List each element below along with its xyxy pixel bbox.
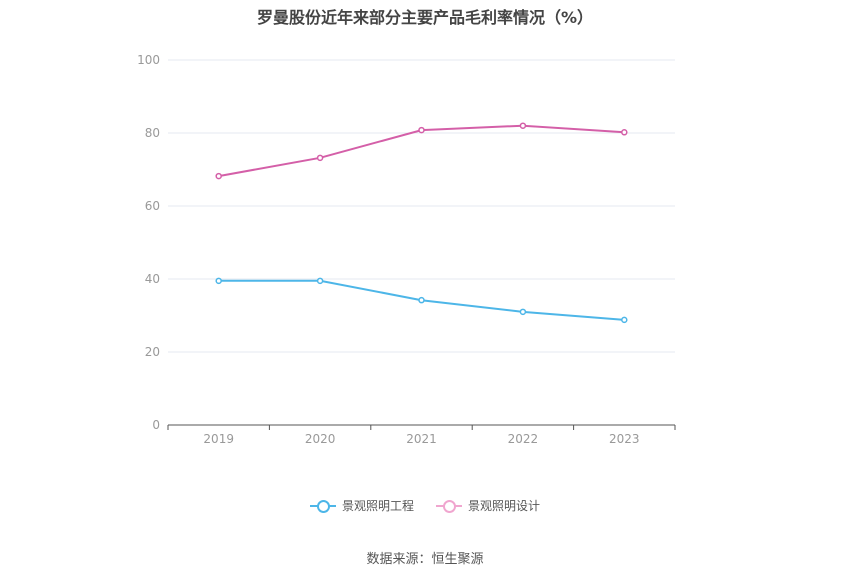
x-tick-label: 2019 — [203, 432, 234, 446]
x-axis: 2019 2020 2021 2022 2023 — [167, 424, 676, 446]
x-tick-label: 2022 — [508, 432, 539, 446]
legend-item-series-1[interactable]: 景观照明工程 — [309, 497, 414, 514]
data-point — [621, 129, 628, 136]
y-tick-label: 60 — [145, 199, 160, 213]
data-point — [215, 277, 222, 285]
data-point — [316, 154, 324, 162]
legend-label: 景观照明工程 — [341, 499, 414, 513]
data-source: 数据来源：恒生聚源 — [366, 552, 484, 567]
y-tick-label: 20 — [145, 345, 160, 359]
data-point — [215, 172, 222, 180]
data-point — [418, 296, 425, 304]
data-point — [621, 316, 628, 324]
x-tick-label: 2023 — [609, 432, 640, 446]
legend-marker-icon — [436, 499, 462, 513]
data-point — [519, 122, 527, 129]
legend: 景观照明工程 景观照明设计 — [0, 497, 850, 514]
legend-label: 景观照明设计 — [468, 499, 541, 513]
y-tick-label: 80 — [145, 126, 160, 140]
y-tick-label: 40 — [145, 272, 160, 286]
data-point — [418, 126, 425, 134]
data-point — [519, 308, 527, 316]
chart-title: 罗曼股份近年来部分主要产品毛利率情况（%） — [256, 8, 594, 27]
y-tick-label: 100 — [137, 53, 160, 67]
series-points — [215, 122, 628, 324]
x-tick-label: 2020 — [305, 432, 336, 446]
x-tick-label: 2021 — [406, 432, 437, 446]
legend-item-series-2[interactable]: 景观照明设计 — [436, 497, 540, 514]
y-axis-ticks: 0 20 40 60 80 100 — [137, 53, 160, 432]
legend-marker-icon — [309, 499, 336, 513]
series-lines — [218, 124, 625, 321]
data-point — [316, 277, 324, 285]
y-tick-label: 0 — [152, 418, 160, 432]
gridlines — [168, 59, 675, 353]
